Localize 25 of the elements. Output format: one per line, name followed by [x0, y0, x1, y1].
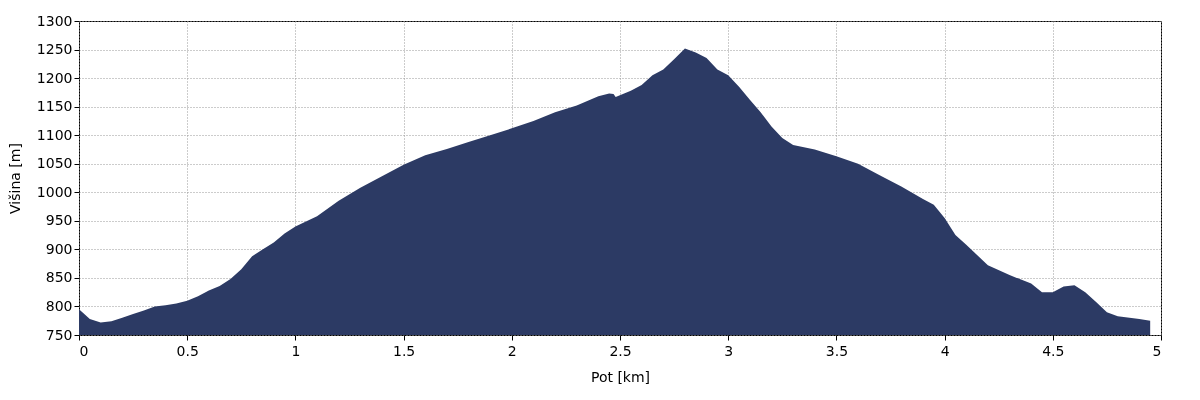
x-tick-label: 3	[724, 342, 734, 359]
x-tick-label: 5	[1152, 342, 1162, 359]
y-axis-title: Višina [m]	[6, 143, 23, 214]
x-tick-label: 4.5	[1042, 342, 1065, 359]
y-tick-label: 1250	[36, 41, 73, 58]
y-tick-label: 900	[45, 240, 73, 257]
x-tick-label: 2.5	[609, 342, 632, 359]
x-tick-label: 1.5	[392, 342, 416, 359]
y-tick-label: 950	[45, 212, 73, 229]
x-axis-title: Pot [km]	[590, 368, 651, 385]
y-tick-label: 800	[45, 297, 73, 314]
x-tick-label: 0	[79, 342, 89, 359]
x-tick-label: 4	[940, 342, 950, 359]
y-tick-label: 750	[45, 326, 73, 343]
y-tick-label: 1150	[36, 98, 73, 115]
x-tick-label: 3.5	[825, 342, 849, 359]
y-tick-label: 1100	[36, 126, 73, 143]
y-tick-label: 1000	[36, 183, 73, 200]
y-tick-label: 850	[45, 269, 73, 286]
y-tick-label: 1200	[36, 69, 73, 86]
y-tick-label: 1050	[36, 155, 73, 172]
x-tick-label: 2	[507, 342, 517, 359]
x-tick-label: 0.5	[176, 342, 199, 359]
x-tick-label: 1	[291, 342, 301, 359]
y-tick-label: 1300	[36, 12, 73, 29]
